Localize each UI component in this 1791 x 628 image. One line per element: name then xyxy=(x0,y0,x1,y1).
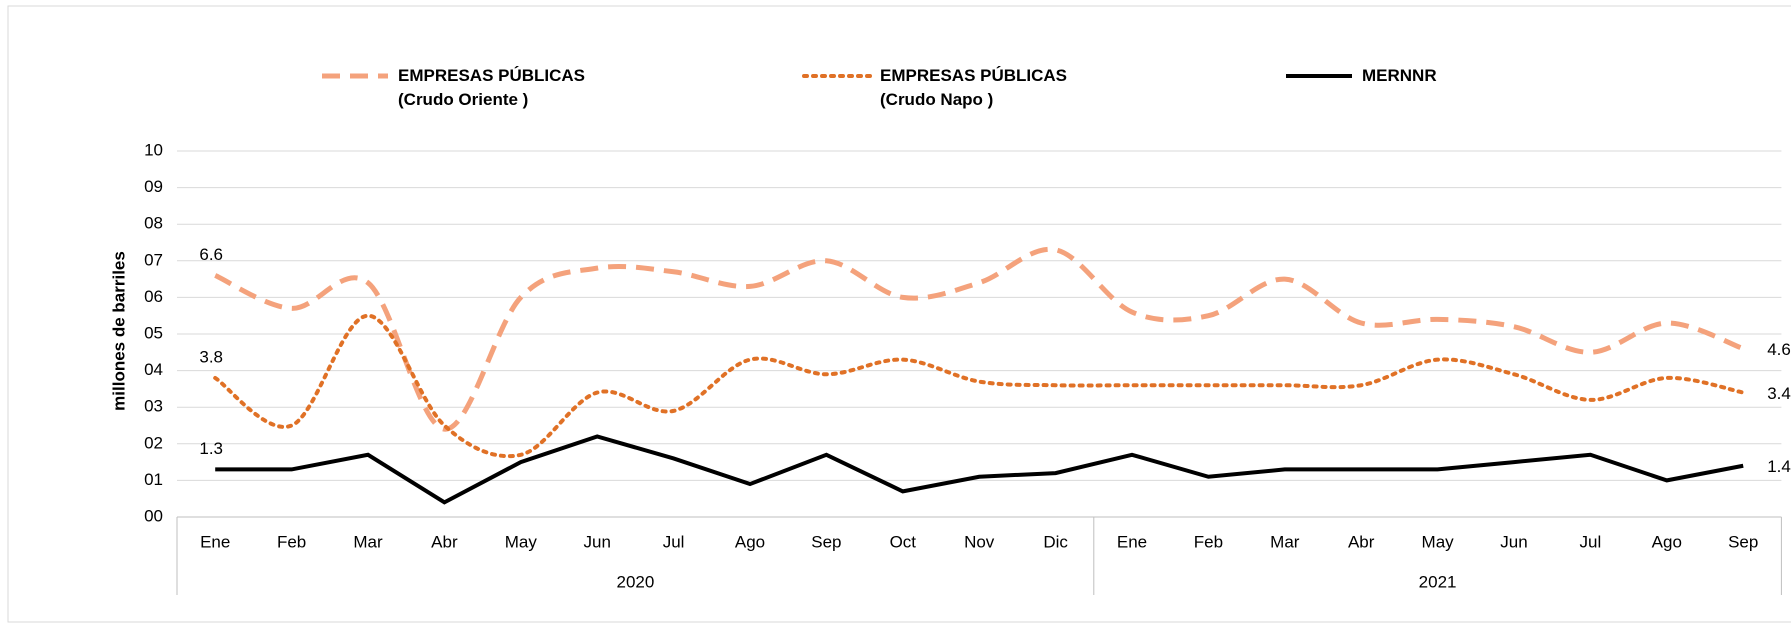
y-tick-label: 07 xyxy=(144,250,163,269)
x-tick-label: Oct xyxy=(890,532,917,551)
x-tick-label: Nov xyxy=(964,532,995,551)
x-tick-label: Ago xyxy=(1652,532,1682,551)
x-tick-label: Sep xyxy=(1728,532,1758,551)
data-label: 1.3 xyxy=(199,439,223,458)
y-tick-label: 01 xyxy=(144,470,163,489)
x-tick-label: Ene xyxy=(1117,532,1147,551)
data-label: 4.6 xyxy=(1767,340,1791,359)
y-tick-label: 03 xyxy=(144,397,163,416)
x-tick-label: Feb xyxy=(277,532,306,551)
x-tick-label: Mar xyxy=(353,532,383,551)
x-tick-label: May xyxy=(505,532,538,551)
frame xyxy=(7,5,1791,623)
x-tick-label: Jun xyxy=(1500,532,1527,551)
data-label: 6.6 xyxy=(199,245,223,264)
y-tick-label: 09 xyxy=(144,177,163,196)
x-tick-label: Jul xyxy=(1580,532,1602,551)
x-tick-label: Ago xyxy=(735,532,765,551)
y-tick-label: 10 xyxy=(144,140,163,159)
x-tick-label: Ene xyxy=(200,532,230,551)
y-tick-label: 06 xyxy=(144,287,163,306)
x-tick-label: Sep xyxy=(811,532,841,551)
y-axis-title: millones de barriles xyxy=(109,251,128,411)
legend-label: MERNNR xyxy=(1362,66,1437,85)
series-line xyxy=(215,434,1744,505)
y-tick-label: 05 xyxy=(144,323,163,342)
x-tick-label: Abr xyxy=(431,532,458,551)
data-label: 3.8 xyxy=(199,347,223,366)
y-tick-label: 02 xyxy=(144,433,163,452)
y-tick-label: 00 xyxy=(144,506,163,525)
series-line xyxy=(214,246,1745,432)
x-tick-label: Feb xyxy=(1194,532,1223,551)
group-label: 2021 xyxy=(1419,572,1457,591)
x-tick-label: Jul xyxy=(663,532,685,551)
legend-label: EMPRESAS PÚBLICAS (Crudo Oriente ) xyxy=(398,66,586,109)
data-label: 3.4 xyxy=(1767,384,1791,403)
x-tick-label: Dic xyxy=(1043,532,1068,551)
x-tick-label: May xyxy=(1422,532,1455,551)
x-tick-label: Mar xyxy=(1270,532,1300,551)
y-tick-label: 08 xyxy=(144,214,163,233)
data-label: 1.4 xyxy=(1767,457,1791,476)
legend-label: EMPRESAS PÚBLICAS (Crudo Napo ) xyxy=(880,66,1068,109)
x-tick-label: Abr xyxy=(1348,532,1375,551)
y-tick-label: 04 xyxy=(144,360,163,379)
group-label: 2020 xyxy=(616,572,654,591)
x-tick-label: Jun xyxy=(583,532,610,551)
series-line xyxy=(213,313,1746,459)
